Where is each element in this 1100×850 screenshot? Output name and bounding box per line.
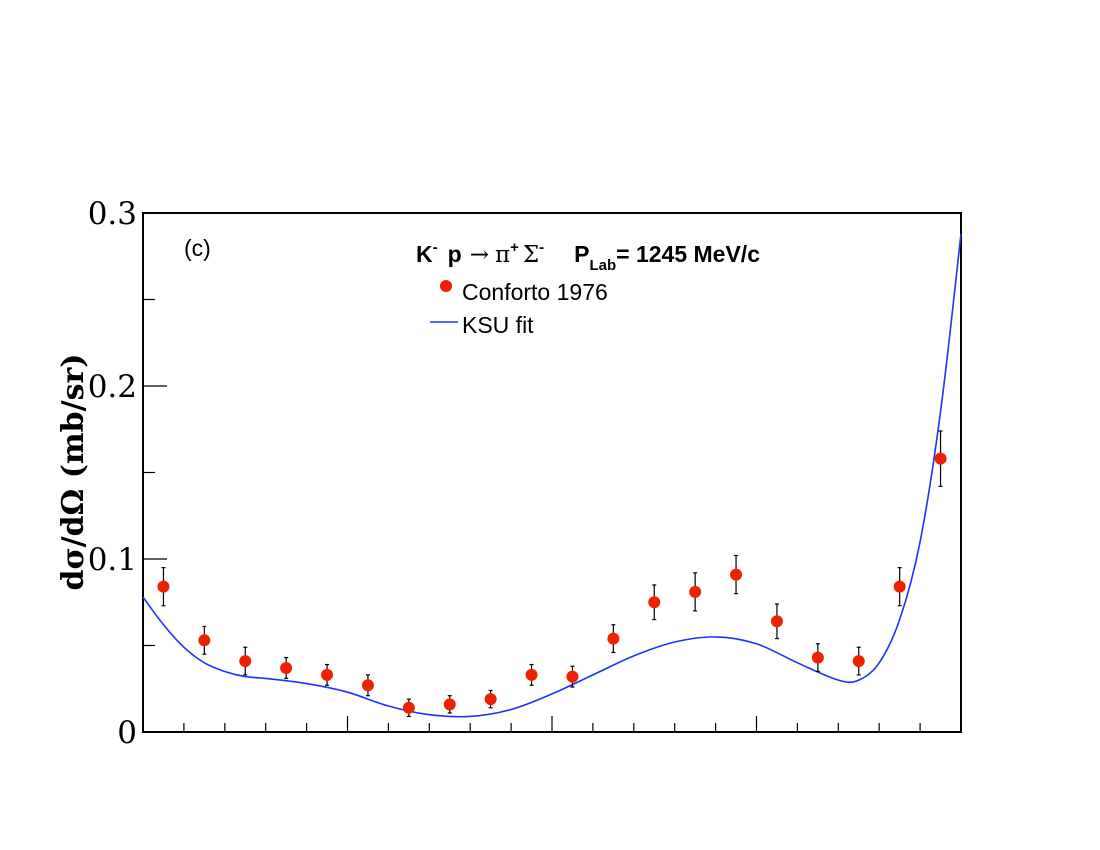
title-plab: P [574,241,589,267]
point-marker [484,693,497,706]
point-marker [157,580,170,593]
data-point [689,572,702,612]
point-marker [934,452,947,465]
data-point [443,695,456,714]
data-point [321,663,334,686]
title-k-sup: - [433,239,438,256]
point-marker [443,698,456,711]
title-sigma: Σ [523,242,539,268]
point-marker [566,670,579,683]
y-axis-label: dσ/dΩ (mb/sr) [56,354,91,591]
title-pi-sup: + [510,239,519,256]
data-point [648,584,661,621]
point-marker [402,701,415,714]
title-k: K [416,241,433,267]
axis-ticks [143,298,921,732]
panel-label: (c) [184,235,211,261]
point-marker [361,679,374,692]
y-tick-label: 0.3 [88,196,137,232]
y-tick-label: 0.1 [88,542,137,578]
ksu-fit-layer [142,233,962,718]
title-pi: π [495,242,510,268]
point-marker [648,596,661,609]
data-point [893,567,906,607]
y-tick-label: 0.2 [88,369,137,405]
legend-label-ksu: KSU fit [462,312,534,338]
data-point [934,430,947,487]
data-point [239,646,252,676]
y-tick-labels: 0 0.1 0.2 0.3 [88,196,137,751]
point-marker [607,632,620,645]
data-point [852,646,865,676]
data-point [484,689,497,709]
title-arrow: → [470,242,489,268]
data-point [730,554,743,595]
data-point [361,674,374,697]
data-point [607,624,620,654]
title-p: p [448,241,462,267]
y-tick-label: 0 [117,715,137,751]
legend: Conforto 1976 KSU fit [430,279,608,338]
title-plab-value: = 1245 MeV/c [616,241,760,267]
data-point [402,698,415,718]
legend-label-conforto: Conforto 1976 [462,279,608,305]
point-marker [525,668,538,681]
chart-title: K-p → π+ Σ- PLab= 1245 MeV/c [416,239,760,274]
data-point [198,625,211,655]
data-point [157,567,170,607]
point-marker [811,651,824,664]
data-point [525,663,538,686]
point-marker [893,580,906,593]
data-point [811,643,824,673]
point-marker [770,615,783,628]
point-marker [280,661,293,674]
point-marker [321,668,334,681]
legend-marker-conforto [440,280,452,292]
title-sigma-sup: - [539,239,544,256]
data-point [566,665,579,688]
point-marker [239,655,252,668]
data-point [280,657,293,679]
point-marker [689,585,702,598]
title-plab-sub: Lab [589,257,616,274]
point-marker [852,655,865,668]
point-marker [730,568,743,581]
point-marker [198,634,211,647]
ksu-fit-line [142,233,962,718]
conforto-points-layer [157,430,947,718]
data-point [770,603,783,640]
